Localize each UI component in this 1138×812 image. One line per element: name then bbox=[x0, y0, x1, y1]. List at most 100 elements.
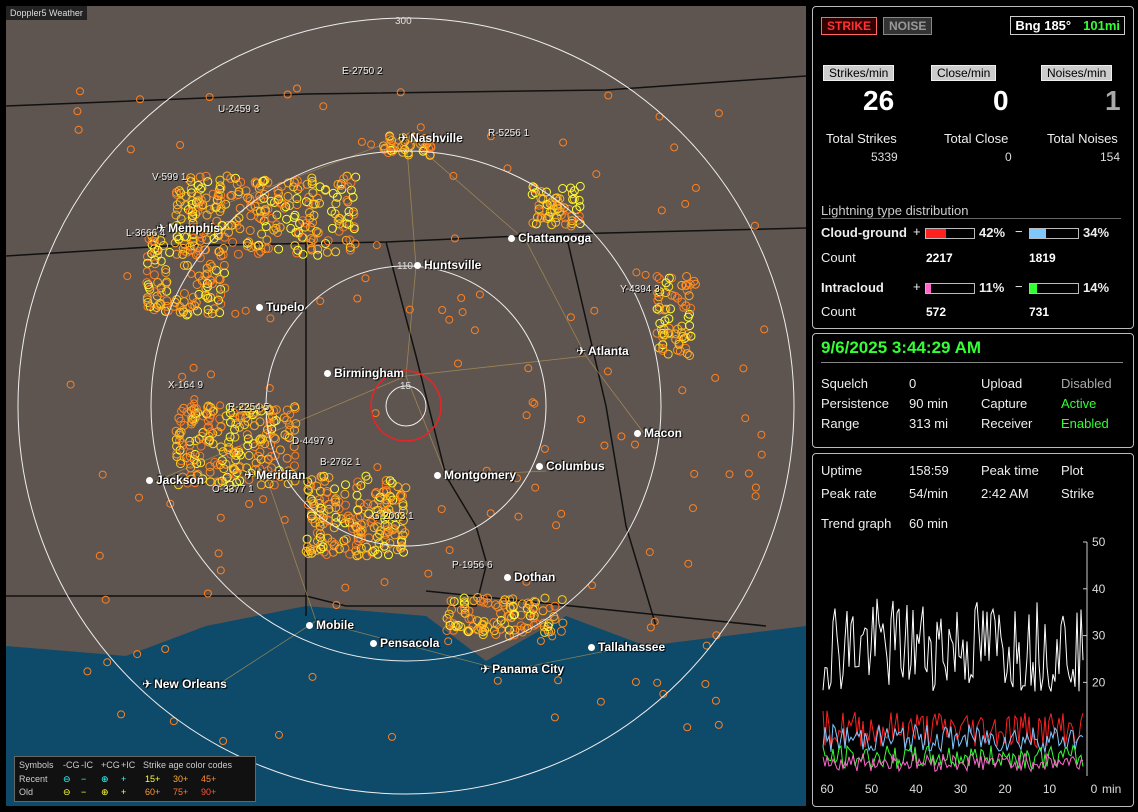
strike-marker bbox=[341, 583, 350, 592]
strike-marker bbox=[453, 620, 463, 630]
strike-marker bbox=[284, 433, 294, 443]
storm-cell-label[interactable]: U-2459 3 bbox=[218, 104, 260, 115]
strike-marker bbox=[504, 631, 514, 641]
strike-marker bbox=[225, 408, 235, 418]
strike-marker bbox=[292, 194, 302, 203]
strike-marker bbox=[150, 255, 160, 265]
strike-marker bbox=[219, 737, 228, 745]
ic-minus-sign: − bbox=[1015, 279, 1023, 294]
strike-marker bbox=[566, 313, 575, 322]
strike-mode-button[interactable]: STRIKE bbox=[821, 17, 878, 35]
cg-negative-bar bbox=[1029, 228, 1079, 239]
strike-marker bbox=[550, 614, 560, 624]
strike-marker bbox=[271, 405, 281, 415]
strike-marker bbox=[210, 457, 220, 467]
strike-marker bbox=[203, 225, 213, 235]
strike-marker bbox=[176, 188, 186, 198]
storm-cell-label[interactable]: B-2762 1 bbox=[320, 457, 361, 468]
strike-marker bbox=[659, 324, 669, 334]
strike-marker bbox=[186, 459, 195, 469]
strike-marker bbox=[201, 171, 211, 181]
strike-marker bbox=[318, 542, 328, 552]
storm-cell-label[interactable]: G-2003 1 bbox=[372, 511, 414, 522]
strike-marker bbox=[283, 178, 293, 188]
plot-value[interactable]: Strike bbox=[1061, 486, 1095, 501]
strike-marker bbox=[352, 551, 362, 561]
strike-marker bbox=[330, 495, 340, 505]
storm-cell-label[interactable]: E-2750 2 bbox=[342, 66, 383, 77]
strike-marker bbox=[459, 593, 469, 603]
strike-marker bbox=[204, 422, 214, 432]
strike-marker bbox=[463, 627, 473, 637]
capture-value[interactable]: Active bbox=[1061, 396, 1097, 411]
strike-marker bbox=[344, 182, 353, 191]
strike-marker bbox=[313, 244, 323, 254]
strike-marker bbox=[265, 384, 274, 393]
strike-marker bbox=[451, 622, 461, 632]
receiver-value[interactable]: Enabled bbox=[1061, 416, 1109, 431]
strike-marker bbox=[353, 505, 363, 515]
city-dot-icon bbox=[508, 235, 515, 243]
strike-marker bbox=[558, 184, 568, 193]
strike-marker bbox=[321, 239, 330, 248]
storm-cell-label[interactable]: V-599 1 bbox=[152, 172, 187, 183]
storm-cell-label[interactable]: R-2254 5 bbox=[228, 402, 270, 413]
legend-recent-label: Recent bbox=[19, 774, 48, 784]
strike-marker bbox=[504, 625, 514, 635]
strike-marker bbox=[246, 211, 256, 221]
storm-cell-label[interactable]: R-5256 1 bbox=[488, 128, 530, 139]
strike-marker bbox=[193, 180, 203, 190]
storm-cell-label[interactable]: P-1956 6 bbox=[452, 560, 493, 571]
storm-cell-label[interactable]: O-3377 1 bbox=[212, 484, 254, 495]
strike-marker bbox=[750, 221, 759, 230]
strike-marker bbox=[661, 288, 671, 298]
strike-marker bbox=[460, 608, 470, 618]
strike-marker bbox=[539, 622, 549, 632]
persistence-value[interactable]: 90 min bbox=[909, 396, 949, 411]
trend-series-total bbox=[822, 598, 1084, 692]
storm-cell-label[interactable]: L-3666 4 bbox=[126, 228, 166, 239]
storm-cell-label[interactable]: Y-4394 3 bbox=[620, 284, 660, 295]
storm-cell-label[interactable]: D-4497 9 bbox=[292, 436, 334, 447]
strike-marker bbox=[176, 141, 185, 149]
strike-marker bbox=[304, 486, 314, 496]
strike-marker bbox=[189, 363, 198, 372]
strike-marker bbox=[246, 468, 256, 478]
noise-mode-button[interactable]: NOISE bbox=[883, 17, 933, 35]
strike-marker bbox=[295, 182, 305, 192]
lightning-map[interactable]: Doppler5 Weather 300 110 15 ✈ Nashville ✈ M… bbox=[6, 6, 806, 806]
strike-marker bbox=[393, 482, 403, 492]
strike-marker bbox=[231, 419, 241, 429]
strike-marker bbox=[479, 597, 489, 607]
strike-marker bbox=[674, 339, 684, 349]
range-value[interactable]: 313 mi bbox=[909, 416, 949, 431]
strike-marker bbox=[242, 241, 252, 251]
strike-marker bbox=[269, 433, 279, 443]
strike-marker bbox=[342, 514, 351, 524]
cg-negative-count: 1819 bbox=[1029, 251, 1056, 265]
strike-marker bbox=[682, 349, 692, 359]
strike-marker bbox=[216, 284, 226, 294]
strike-marker bbox=[339, 536, 349, 546]
city-label: New Orleans bbox=[154, 677, 227, 691]
strike-marker bbox=[209, 304, 219, 314]
strike-marker bbox=[292, 200, 302, 210]
strike-marker bbox=[460, 605, 470, 614]
strike-marker bbox=[179, 261, 189, 270]
strike-marker bbox=[172, 232, 182, 242]
airport-icon: ✈ bbox=[244, 468, 255, 482]
squelch-value[interactable]: 0 bbox=[909, 376, 917, 391]
city-label: Tallahassee bbox=[598, 640, 666, 654]
strike-marker bbox=[190, 449, 200, 459]
strike-marker bbox=[545, 604, 554, 612]
upload-value[interactable]: Disabled bbox=[1061, 376, 1112, 391]
strike-marker bbox=[303, 500, 313, 510]
strike-marker bbox=[179, 307, 188, 317]
strike-marker bbox=[142, 278, 152, 288]
strike-marker bbox=[215, 184, 225, 194]
strike-marker bbox=[375, 529, 384, 539]
trend-graph-value[interactable]: 60 min bbox=[909, 516, 949, 531]
strike-marker bbox=[500, 619, 510, 629]
strike-marker bbox=[405, 132, 415, 142]
storm-cell-label[interactable]: X-164 9 bbox=[168, 380, 204, 391]
